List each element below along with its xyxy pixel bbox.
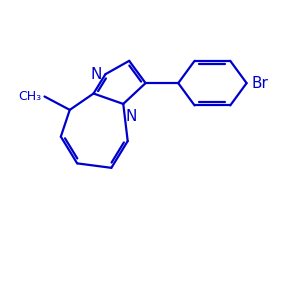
- Text: Br: Br: [251, 76, 268, 91]
- Text: N: N: [126, 109, 137, 124]
- Text: N: N: [91, 67, 102, 82]
- Text: CH₃: CH₃: [18, 90, 41, 103]
